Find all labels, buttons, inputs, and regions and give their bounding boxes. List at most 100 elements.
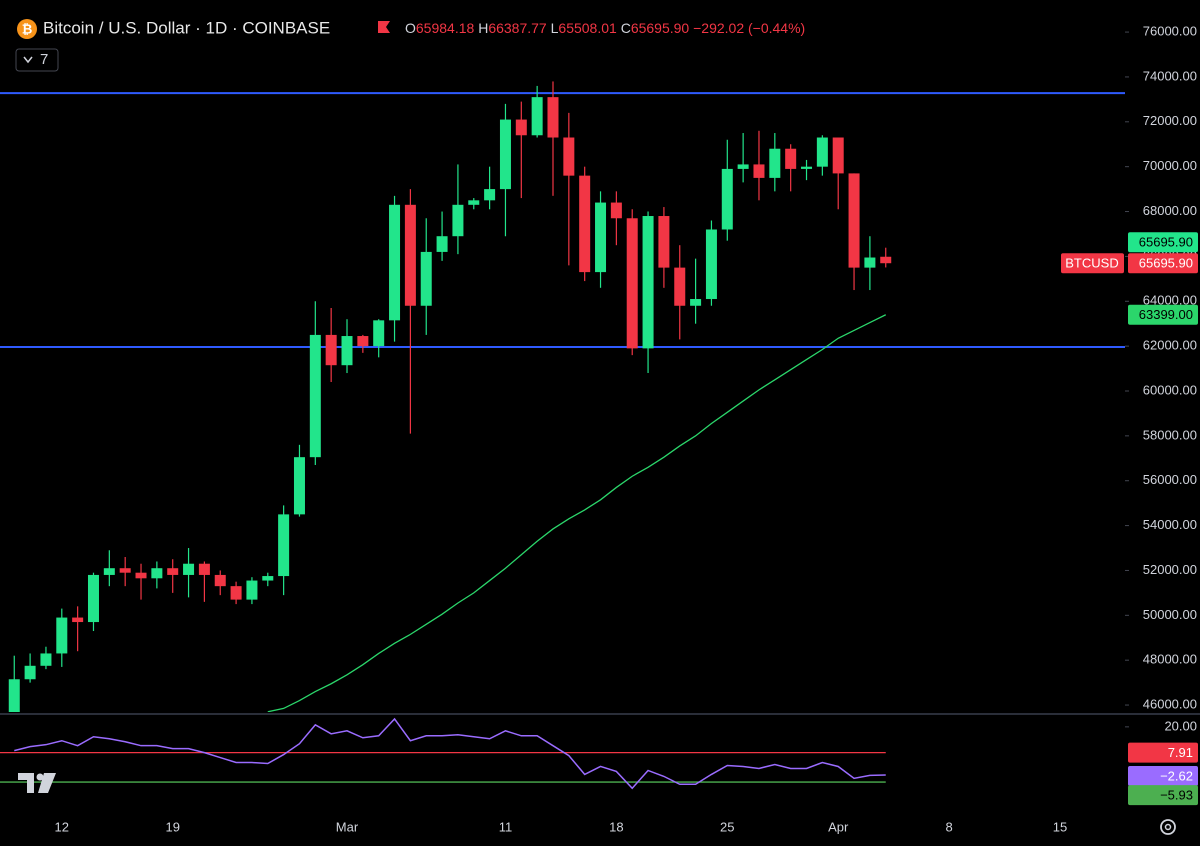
y-tick-label: 70000.00: [1143, 158, 1197, 173]
indicator-count: 7: [40, 51, 48, 68]
candle-body: [864, 257, 876, 268]
candle-body: [848, 173, 860, 268]
ohlc-value: 65508.01: [558, 20, 617, 36]
candle-body: [325, 334, 337, 366]
x-tick-label: 15: [1053, 819, 1067, 834]
candle-body: [119, 568, 131, 573]
candle-body: [262, 576, 274, 581]
candle-body: [103, 568, 115, 575]
oscillator-line: [14, 717, 886, 790]
last-price-label: 65695.90: [1139, 235, 1193, 250]
y-tick-label: 20.00: [1164, 718, 1197, 733]
candle-body: [373, 320, 385, 347]
ma-label-box: [1128, 304, 1198, 325]
y-tick-label: 64000.00: [1143, 293, 1197, 308]
y-tick-label: 48000.00: [1143, 652, 1197, 667]
candle-body: [404, 204, 416, 306]
x-tick-label: Apr: [828, 819, 849, 834]
candle-body: [183, 563, 195, 575]
y-tick-label: 54000.00: [1143, 517, 1197, 532]
symbol-tag: BTCUSD: [1065, 256, 1118, 271]
candle-body: [484, 189, 496, 201]
x-tick-label: 8: [946, 819, 953, 834]
candle-body: [563, 137, 575, 176]
x-tick-label: 18: [609, 819, 623, 834]
candle-body: [246, 580, 258, 600]
candle-body: [816, 137, 828, 167]
ohlc-value: 65695.90: [631, 20, 690, 36]
candle-body: [626, 218, 638, 349]
candle-body: [309, 334, 321, 458]
y-tick-label: 62000.00: [1143, 338, 1197, 353]
candle-body: [642, 216, 654, 349]
candle-body: [753, 164, 765, 178]
ohlc-key: O: [405, 20, 416, 36]
y-tick-label: 72000.00: [1143, 113, 1197, 128]
candle-body: [230, 586, 242, 600]
symbol-tag-box: [1061, 253, 1124, 274]
ohlc-values: O65984.18 H66387.77 L65508.01 C65695.90 …: [405, 20, 805, 36]
candle-body: [278, 514, 290, 577]
last-price-label: 65695.90: [1139, 256, 1193, 271]
ohlc-value: 66387.77: [488, 20, 547, 36]
candle-body: [8, 679, 20, 712]
candle-body: [610, 202, 622, 219]
candle-body: [499, 119, 511, 190]
candle-body: [72, 617, 84, 623]
y-tick-label: 60000.00: [1143, 382, 1197, 397]
ma-label: 63399.00: [1139, 307, 1193, 322]
candle-body: [214, 574, 226, 587]
last-price-label-box: [1128, 232, 1198, 253]
y-tick-label: 68000.00: [1143, 203, 1197, 218]
candle-body: [167, 568, 179, 575]
upper-band-label-box: [1128, 742, 1198, 763]
candle-body: [40, 653, 52, 666]
candle-body: [24, 665, 36, 680]
oscillator-last-label: −2.62: [1160, 768, 1193, 783]
symbol-title[interactable]: Bitcoin / U.S. Dollar · 1D · COINBASE: [43, 18, 330, 37]
x-tick-label: 12: [55, 819, 69, 834]
candle-body: [769, 148, 781, 178]
y-tick-label: 50000.00: [1143, 607, 1197, 622]
moving-average: [267, 314, 887, 712]
tv-logo: [18, 773, 56, 793]
y-tick-label: 46000.00: [1143, 696, 1197, 711]
indicator-toggle[interactable]: [15, 48, 59, 72]
lower-band-label: −5.93: [1160, 788, 1193, 803]
lower-band-label-box: [1128, 785, 1198, 806]
candle-body: [452, 204, 464, 237]
flag-icon[interactable]: [378, 21, 390, 33]
ohlc-key: L: [551, 20, 559, 36]
candle-body: [737, 164, 749, 169]
y-tick-label: 56000.00: [1143, 472, 1197, 487]
candle-body: [293, 457, 305, 515]
candle-body: [151, 568, 163, 579]
candle-body: [357, 336, 369, 347]
settings-icon[interactable]: [1160, 819, 1176, 835]
candle-body: [341, 336, 353, 366]
candle-body: [690, 299, 702, 306]
candle-body: [56, 617, 68, 654]
axes: 46000.00 48000.00 50000.00 52000.00 54000.00…: [55, 24, 1198, 834]
candle-body: [198, 563, 210, 575]
candle-body: [674, 267, 686, 306]
candle-body: [389, 204, 401, 321]
candle-body: [515, 119, 527, 136]
y-tick-label: 58000.00: [1143, 427, 1197, 442]
candle-body: [579, 175, 591, 273]
candle-body: [721, 168, 733, 230]
bitcoin-glyph: ₿: [22, 21, 33, 36]
ohlc-value: 65984.18: [416, 20, 475, 36]
last-price-label-box: [1128, 253, 1198, 274]
y-tick-label: 52000.00: [1143, 562, 1197, 577]
x-tick-label: 19: [165, 819, 179, 834]
ohlc-key: C: [621, 20, 631, 36]
candle-body: [531, 97, 543, 136]
x-tick-label: 25: [720, 819, 734, 834]
candle-body: [705, 229, 717, 300]
ohlc-key: H: [478, 20, 488, 36]
candle-body: [87, 574, 99, 623]
